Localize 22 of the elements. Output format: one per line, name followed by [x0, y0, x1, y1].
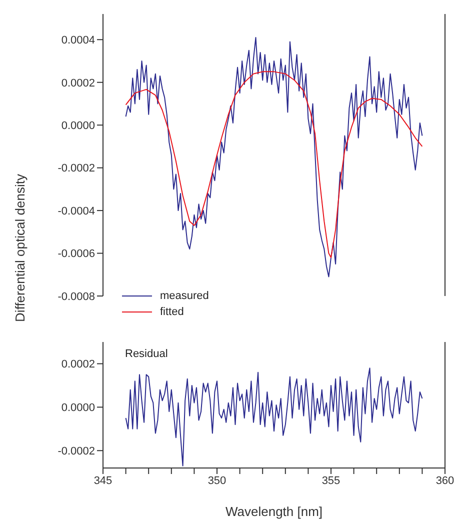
y-tick-label: 0.0000: [61, 402, 95, 414]
y-tick-label: -0.0002: [58, 162, 95, 175]
legend-label: fitted: [160, 305, 184, 320]
y-tick-label: 0.0000: [61, 120, 95, 132]
x-tick-label: 355: [322, 474, 340, 487]
line-series: [125, 368, 423, 466]
annotation: Residual: [125, 348, 168, 360]
y-axis-title: Differential optical density: [12, 174, 28, 322]
y-tick-label: -0.0002: [58, 446, 95, 458]
x-tick-label: 360: [436, 474, 454, 487]
x-axis-title: Wavelength [nm]: [225, 504, 323, 519]
line-series: [125, 37, 423, 278]
x-tick-label: 350: [208, 474, 226, 487]
line-series: [125, 71, 423, 258]
x-tick-label: 345: [94, 474, 112, 487]
y-tick-label: -0.0004: [58, 205, 95, 218]
y-tick-label: -0.0006: [58, 248, 95, 260]
y-tick-label: 0.0002: [61, 358, 95, 371]
y-tick-label: -0.0008: [58, 290, 95, 303]
y-tick-label: 0.0004: [61, 34, 95, 47]
legend-label: measured: [160, 289, 209, 304]
y-tick-label: 0.0002: [61, 77, 95, 90]
